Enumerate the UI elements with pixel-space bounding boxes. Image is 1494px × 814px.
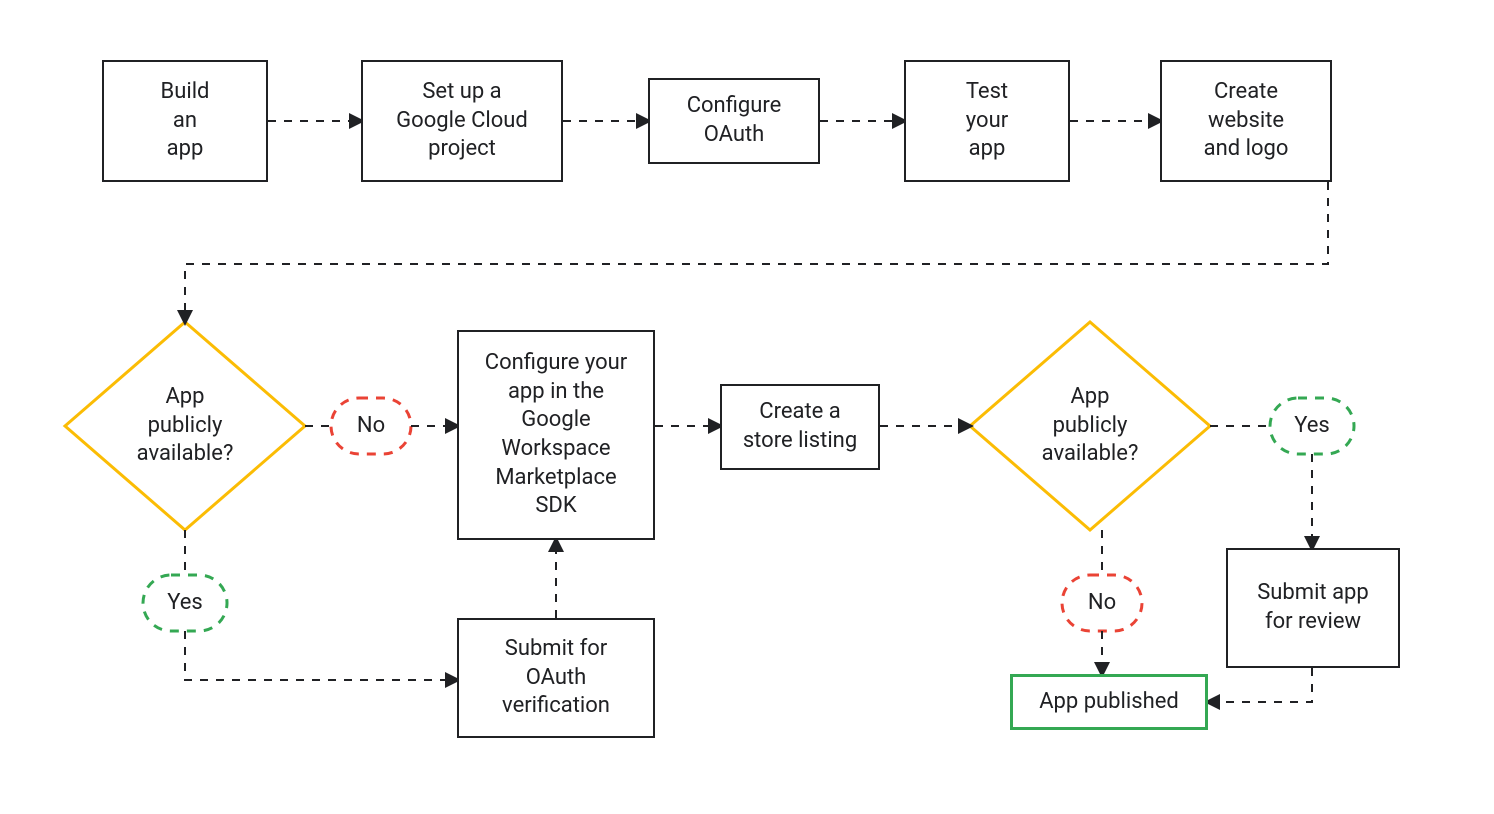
- node-pill_yes1: Yes: [143, 575, 227, 631]
- node-label-submit_oauth: Submit forOAuthverification: [492, 629, 620, 727]
- node-label-build: Buildanapp: [151, 72, 220, 170]
- node-label-decision2: Apppubliclyavailable?: [1032, 377, 1149, 475]
- node-label-store: Create astore listing: [733, 392, 867, 461]
- node-label-website: Createwebsiteand logo: [1194, 72, 1299, 170]
- node-label-submit_review: Submit appfor review: [1247, 573, 1379, 642]
- node-submit_review: Submit appfor review: [1226, 548, 1400, 668]
- node-configure_sdk: Configure yourapp in theGoogleWorkspaceM…: [457, 330, 655, 540]
- flowchart-canvas: Buildanapp Set up aGoogle Cloudproject Con…: [0, 0, 1494, 814]
- node-submit_oauth: Submit forOAuthverification: [457, 618, 655, 738]
- node-pill_no2: No: [1062, 575, 1142, 631]
- node-label-pill_yes2: Yes: [1284, 406, 1340, 447]
- node-label-test: Testyourapp: [956, 72, 1018, 170]
- node-label-setup: Set up aGoogle Cloudproject: [386, 72, 538, 170]
- node-decision2: Apppubliclyavailable?: [970, 322, 1210, 530]
- node-decision1: Apppubliclyavailable?: [65, 322, 305, 530]
- edge-pill_yes1-submit_oauth: [185, 631, 457, 680]
- node-test: Testyourapp: [904, 60, 1070, 182]
- node-setup: Set up aGoogle Cloudproject: [361, 60, 563, 182]
- node-label-published: App published: [1029, 682, 1189, 723]
- node-label-configure_sdk: Configure yourapp in theGoogleWorkspaceM…: [475, 343, 637, 527]
- node-published: App published: [1010, 674, 1208, 730]
- edge-website-decision1: [185, 182, 1328, 322]
- node-label-configure: ConfigureOAuth: [677, 86, 792, 155]
- node-configure: ConfigureOAuth: [648, 78, 820, 164]
- node-website: Createwebsiteand logo: [1160, 60, 1332, 182]
- node-pill_yes2: Yes: [1270, 398, 1354, 454]
- node-label-decision1: Apppubliclyavailable?: [127, 377, 244, 475]
- node-label-pill_yes1: Yes: [157, 583, 213, 624]
- node-label-pill_no2: No: [1078, 583, 1126, 624]
- node-label-pill_no1: No: [347, 406, 395, 447]
- edge-submit_review-published: [1208, 668, 1312, 702]
- node-pill_no1: No: [331, 398, 411, 454]
- node-build: Buildanapp: [102, 60, 268, 182]
- node-store: Create astore listing: [720, 384, 880, 470]
